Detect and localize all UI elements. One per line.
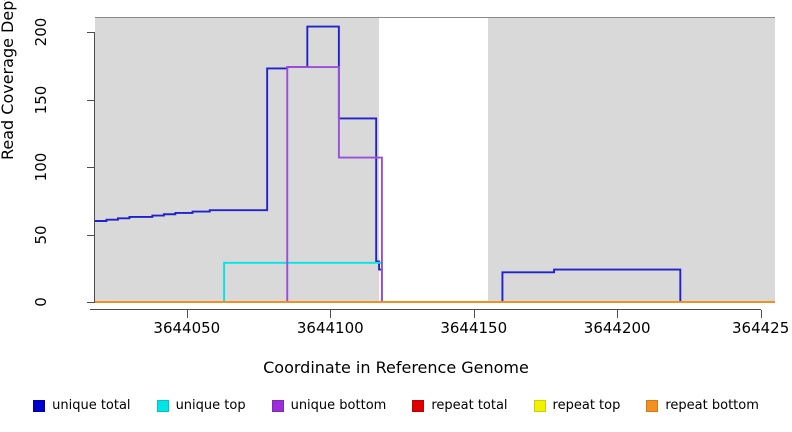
x-tick [330, 310, 332, 318]
legend-item-unique-bottom[interactable]: unique bottom [271, 398, 387, 413]
legend-label: repeat total [431, 398, 508, 413]
y-axis-title: Read Coverage Depth [0, 0, 17, 160]
x-tick [186, 310, 188, 318]
series-line-unique-total [95, 27, 775, 302]
y-tick [87, 234, 95, 236]
x-tick [760, 310, 762, 318]
legend-swatch-icon [156, 399, 169, 412]
legend-label: unique top [175, 398, 246, 413]
legend-label: unique bottom [290, 398, 387, 413]
y-tick-label: 200 [32, 17, 50, 47]
y-tick [87, 99, 95, 101]
plot-area [95, 17, 775, 302]
panel-top-border [95, 17, 775, 18]
shaded-region [488, 17, 775, 302]
legend-swatch-icon [533, 399, 546, 412]
legend-item-repeat-bottom[interactable]: repeat bottom [646, 398, 759, 413]
shaded-region [95, 17, 380, 302]
legend-label: repeat bottom [665, 398, 759, 413]
x-tick [617, 310, 619, 318]
x-tick-label: 3644050 [153, 319, 221, 337]
x-axis-line [90, 309, 761, 310]
legend-item-unique-total[interactable]: unique total [33, 398, 131, 413]
legend-swatch-icon [271, 399, 284, 412]
x-tick-label: 3644100 [296, 319, 364, 337]
y-tick [87, 32, 95, 33]
x-tick-label: 3644200 [583, 319, 651, 337]
legend-swatch-icon [412, 399, 425, 412]
legend-item-repeat-top[interactable]: repeat top [533, 398, 621, 413]
legend-swatch-icon [646, 399, 659, 412]
legend-item-unique-top[interactable]: unique top [156, 398, 246, 413]
series-line-unique-bottom [95, 67, 775, 302]
legend-swatch-icon [33, 399, 46, 412]
legend-label: repeat top [552, 398, 621, 413]
y-tick [87, 167, 95, 168]
legend-item-repeat-total[interactable]: repeat total [412, 398, 508, 413]
x-tick [473, 310, 475, 318]
x-tick-label: 364425 [732, 319, 790, 337]
chart-legend: unique total unique top unique bottom repea… [0, 398, 792, 413]
series-lines [95, 17, 775, 302]
x-axis-title: Coordinate in Reference Genome [263, 358, 529, 377]
legend-label: unique total [52, 398, 131, 413]
y-tick [87, 302, 95, 303]
x-tick-label: 3644150 [440, 319, 508, 337]
